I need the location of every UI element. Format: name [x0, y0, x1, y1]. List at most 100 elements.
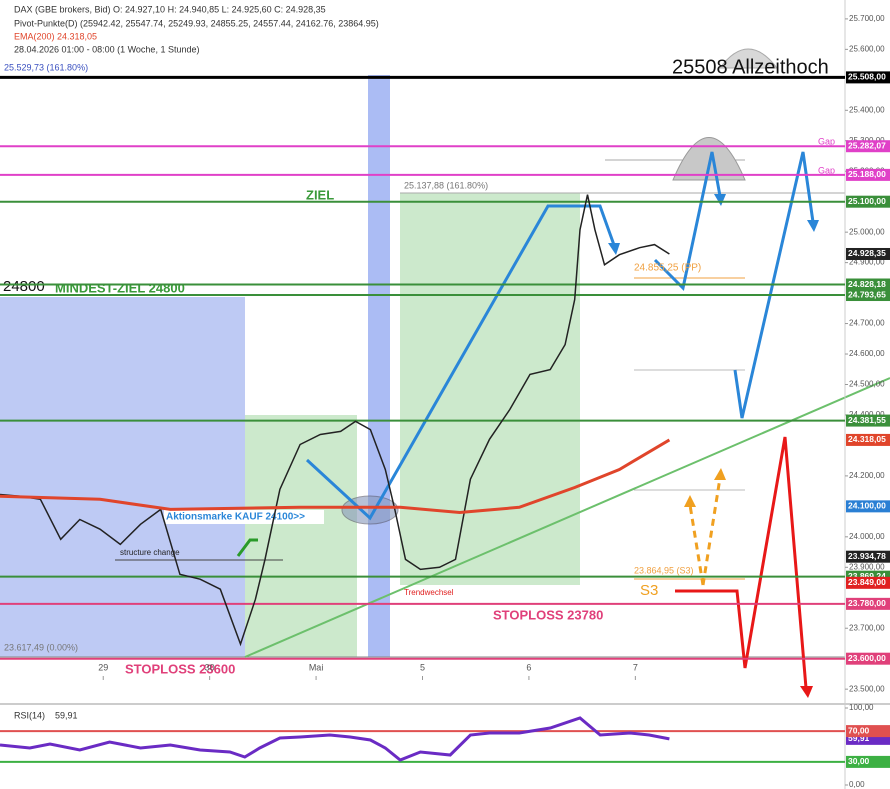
level-box: [846, 168, 890, 181]
level-label: 23.780,00: [848, 598, 886, 608]
annotation: Gap: [818, 136, 835, 146]
level-label: 25.188,00: [848, 169, 886, 179]
header: DAX (GBE brokers, Bid) O: 24.927,10 H: 2…: [0, 3, 560, 720]
level-label: 23.600,00: [848, 653, 886, 663]
x-tick-label: 29: [98, 662, 108, 672]
annotation: 23.617,49 (0.00%): [4, 642, 78, 652]
y-tick-label: 25.700,00: [849, 14, 885, 23]
arrow-head: [714, 468, 726, 480]
annotation: 25.137,88 (161.80%): [404, 180, 488, 190]
y-tick-label: 23.900,00: [849, 562, 885, 571]
y-tick-label: 25.600,00: [849, 44, 885, 53]
annotation: MINDEST-ZIEL 24800: [55, 280, 185, 295]
annotation: ZIEL: [306, 187, 334, 202]
annotation: 25508 Allzeithoch: [672, 56, 829, 78]
y-tick-label: 24.500,00: [849, 380, 885, 389]
shade-blue: [0, 297, 245, 657]
info-line: EMA(200) 24.318,05: [14, 31, 97, 41]
rsi-value: 59,91: [55, 710, 78, 720]
arrow-head: [684, 495, 696, 507]
y-tick-label: 0,00: [849, 780, 865, 789]
gap-dome: [672, 137, 746, 181]
level-box: [846, 289, 890, 302]
y-tick-label: 25.000,00: [849, 227, 885, 236]
level-label: 23.934,78: [848, 551, 886, 561]
green-arrow: [236, 538, 258, 557]
level-label: 24.928,35: [848, 248, 886, 258]
ellipse: [341, 495, 399, 525]
shade-green: [400, 193, 580, 585]
label-bg: [164, 510, 324, 524]
level-box: [846, 755, 890, 768]
y-tick-label: 24.000,00: [849, 532, 885, 541]
annotation: Aktionsmarke KAUF 24100>>: [166, 512, 305, 523]
level-box: [846, 140, 890, 153]
red-path: [675, 436, 808, 689]
series-line: [0, 438, 671, 515]
orange-arrows: [688, 477, 722, 586]
level-label: 30,00: [848, 756, 870, 766]
level-box: [846, 725, 890, 738]
x-tick-label: 5: [420, 662, 425, 672]
level-label: 59,91: [848, 733, 870, 743]
level-box: [846, 500, 890, 513]
annotation: 25.529,73 (161.80%): [4, 62, 88, 72]
level-label: 25.282,07: [848, 140, 886, 150]
level-label: 70,00: [848, 725, 870, 735]
annotation: 24.855,25 (PP): [634, 263, 701, 274]
series-line: [0, 716, 670, 762]
y-tick-label: 24.400,00: [849, 410, 885, 419]
level-box: [846, 414, 890, 427]
rsi-name: RSI(14): [14, 710, 45, 720]
annotation: STOPLOSS 23600: [125, 661, 235, 676]
header-bg: [0, 3, 560, 57]
level-box: [846, 278, 890, 291]
level-label: 24.793,65: [848, 289, 886, 299]
level-box: [846, 195, 890, 208]
level-label: 23.869,24: [848, 571, 886, 581]
annotation: 24800: [3, 278, 45, 295]
y-tick-label: 24.700,00: [849, 319, 885, 328]
y-tick-label: 24.600,00: [849, 349, 885, 358]
level-box: [846, 247, 890, 260]
info-line: 28.04.2026 01:00 - 08:00 (1 Woche, 1 Stu…: [14, 44, 199, 54]
annotation: S3: [640, 582, 658, 599]
level-label: 24.100,00: [848, 501, 886, 511]
y-tick-label: 23.500,00: [849, 684, 885, 693]
level-label: 24.318,05: [848, 434, 886, 444]
series-line: [0, 194, 670, 647]
y-tick-label: 24.900,00: [849, 258, 885, 267]
level-label: 25.100,00: [848, 196, 886, 206]
info-line: DAX (GBE brokers, Bid) O: 24.927,10 H: 2…: [14, 4, 326, 14]
level-label: 24.828,18: [848, 279, 886, 289]
arrow-head: [800, 686, 813, 698]
y-tick-label: 100,00: [849, 703, 874, 712]
annotation: Trendwechsel: [404, 588, 454, 597]
annotation: structure change: [120, 548, 180, 557]
trend-line: [244, 377, 890, 658]
y-tick-label: 24.200,00: [849, 471, 885, 480]
level-box: [846, 652, 890, 665]
x-tick-label: 7: [633, 662, 638, 672]
level-box: [846, 597, 890, 610]
annotation: STOPLOSS 23780: [493, 607, 603, 622]
level-label: 25.508,00: [848, 72, 886, 82]
annotation: Gap: [818, 165, 835, 175]
level-box: [846, 71, 890, 84]
level-box: [846, 550, 890, 563]
shade-blue-band: [368, 75, 390, 657]
x-tick-label: Mai: [309, 662, 324, 672]
level-box: [846, 576, 890, 589]
level-label: 24.381,55: [848, 415, 886, 425]
x-tick-label: 6: [526, 662, 531, 672]
x-tick-label: 30: [205, 662, 215, 672]
gap-dome: [719, 48, 779, 69]
level-box: [846, 433, 890, 446]
y-tick-label: 25.400,00: [849, 105, 885, 114]
y-tick-label: 23.700,00: [849, 623, 885, 632]
arrow-heads: [608, 194, 819, 255]
level-label: 23.849,00: [848, 577, 886, 587]
annotation: 23.864,95 (S3): [634, 565, 694, 575]
